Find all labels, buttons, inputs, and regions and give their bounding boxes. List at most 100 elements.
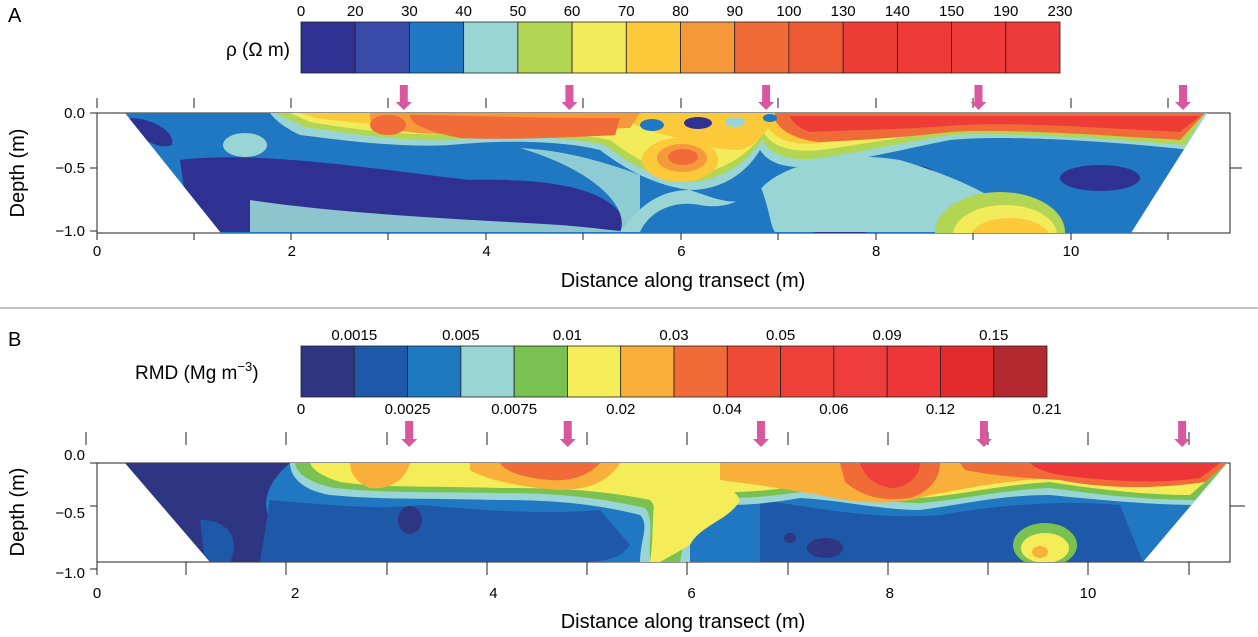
panel-a-label: A [8, 5, 22, 27]
colorbar-tick-label: 70 [618, 3, 635, 20]
x-tick-label: 2 [288, 243, 296, 260]
colorbar-cell [517, 21, 573, 74]
colorbar-tick-label: 0 [297, 401, 305, 418]
colorbar-tick-label: 0.0075 [491, 401, 537, 418]
colorbar-cell [571, 21, 627, 74]
y-tick-label: 0.0 [64, 105, 85, 122]
colorbar-cell [300, 21, 356, 74]
colorbar-cell [567, 345, 622, 398]
plot-a: 0 2 4 6 8 10 0.0 −0.5 −1.0 Distance along trans… [7, 85, 1242, 292]
colorbar-tick-label: 140 [885, 3, 910, 20]
colorbar-b: 0.0015 0.005 0.01 0.03 0.05 0.09 0.15 0 0.0025 0… [135, 327, 1062, 418]
colorbar-tick-label: 50 [510, 3, 527, 20]
colorbar-cell [886, 345, 941, 398]
colorbar-cell [993, 345, 1048, 398]
y-tick-label: −0.5 [55, 160, 85, 177]
electrode-marker [970, 85, 987, 110]
colorbar-tick-label: 80 [672, 3, 689, 20]
x-tick-label: 6 [687, 585, 695, 602]
x-tick-label: 6 [677, 243, 685, 260]
colorbar-tick-label: 0.12 [926, 401, 955, 418]
colorbar-a: 0 20 30 40 50 60 70 80 90 100 130 140 150 190 230 ρ (Ω… [226, 3, 1073, 74]
x-tick-label: 0 [93, 585, 101, 602]
x-axis-title-a: Distance along transect (m) [561, 270, 806, 292]
colorbar-tick-label: 0.0015 [331, 327, 377, 344]
colorbar-tick-label: 0.15 [979, 327, 1008, 344]
colorbar-cell [734, 21, 790, 74]
colorbar-a-title: ρ (Ω m) [226, 40, 290, 61]
colorbar-tick-label: 0.05 [766, 327, 795, 344]
colorbar-cell [1005, 21, 1061, 74]
panel-b-label: B [8, 329, 21, 351]
electrode-marker [559, 421, 576, 447]
colorbar-cell [780, 345, 835, 398]
colorbar-cell [951, 21, 1007, 74]
x-tick-label: 0 [93, 243, 101, 260]
x-tick-label: 10 [1080, 585, 1097, 602]
electrode-marker [1174, 421, 1191, 447]
y-tick-label: −0.5 [55, 505, 85, 522]
electrode-marker [401, 421, 418, 447]
electrode-marker [561, 85, 578, 110]
plot-b: 0 2 4 6 8 10 0.0 −0.5 −1.0 Distance along trans… [7, 421, 1245, 633]
colorbar-b-title: RMD (Mg m−3) [135, 359, 259, 384]
plot-b-contours [125, 463, 1227, 562]
colorbar-cell [460, 345, 515, 398]
colorbar-cell [940, 345, 995, 398]
colorbar-cell [625, 21, 681, 74]
colorbar-tick-label: 90 [726, 3, 743, 20]
colorbar-cell [673, 345, 728, 398]
colorbar-tick-label: 0.0025 [385, 401, 431, 418]
colorbar-tick-label: 190 [993, 3, 1018, 20]
x-tick-label: 4 [482, 243, 490, 260]
colorbar-cell [896, 21, 952, 74]
colorbar-cell [833, 345, 888, 398]
colorbar-cell [353, 345, 408, 398]
colorbar-tick-label: 100 [776, 3, 801, 20]
y-tick-label: −1.0 [55, 223, 85, 240]
colorbar-cell [842, 21, 898, 74]
colorbar-cell [463, 21, 519, 74]
electrode-marker [975, 421, 992, 447]
colorbar-tick-label: 0.02 [606, 401, 635, 418]
colorbar-cell [407, 345, 462, 398]
colorbar-tick-label: 0.03 [659, 327, 688, 344]
colorbar-cell [680, 21, 736, 74]
colorbar-tick-label: 130 [831, 3, 856, 20]
electrode-marker [758, 85, 775, 110]
colorbar-cell [513, 345, 568, 398]
x-tick-label: 4 [489, 585, 497, 602]
colorbar-tick-label: 0.01 [553, 327, 582, 344]
colorbar-tick-label: 0.005 [442, 327, 480, 344]
colorbar-tick-label: 150 [939, 3, 964, 20]
x-tick-label: 2 [291, 585, 299, 602]
y-axis-title-b: Depth (m) [7, 468, 29, 557]
plot-a-contours [125, 113, 1207, 233]
electrode-marker [752, 421, 769, 447]
colorbar-tick-label: 60 [564, 3, 581, 20]
colorbar-tick-label: 230 [1047, 3, 1072, 20]
colorbar-tick-label: 0.21 [1032, 401, 1061, 418]
x-tick-label: 8 [886, 585, 894, 602]
colorbar-tick-label: 40 [455, 3, 472, 20]
x-axis-title-b: Distance along transect (m) [561, 611, 806, 633]
colorbar-tick-label: 20 [347, 3, 364, 20]
colorbar-tick-label: 0.04 [713, 401, 742, 418]
y-tick-label: −1.0 [55, 565, 85, 582]
colorbar-tick-label: 0 [297, 3, 305, 20]
colorbar-cell [409, 21, 465, 74]
x-tick-label: 10 [1063, 243, 1080, 260]
colorbar-cell [620, 345, 675, 398]
colorbar-cell [300, 345, 355, 398]
colorbar-cell [788, 21, 844, 74]
electrode-marker [1175, 85, 1192, 110]
electrode-marker [395, 85, 412, 110]
colorbar-tick-label: 30 [401, 3, 418, 20]
y-axis-title-a: Depth (m) [7, 129, 29, 218]
colorbar-cell [726, 345, 781, 398]
colorbar-tick-label: 0.06 [819, 401, 848, 418]
colorbar-cell [354, 21, 410, 74]
y-tick-label: 0.0 [64, 447, 85, 464]
x-tick-label: 8 [872, 243, 880, 260]
